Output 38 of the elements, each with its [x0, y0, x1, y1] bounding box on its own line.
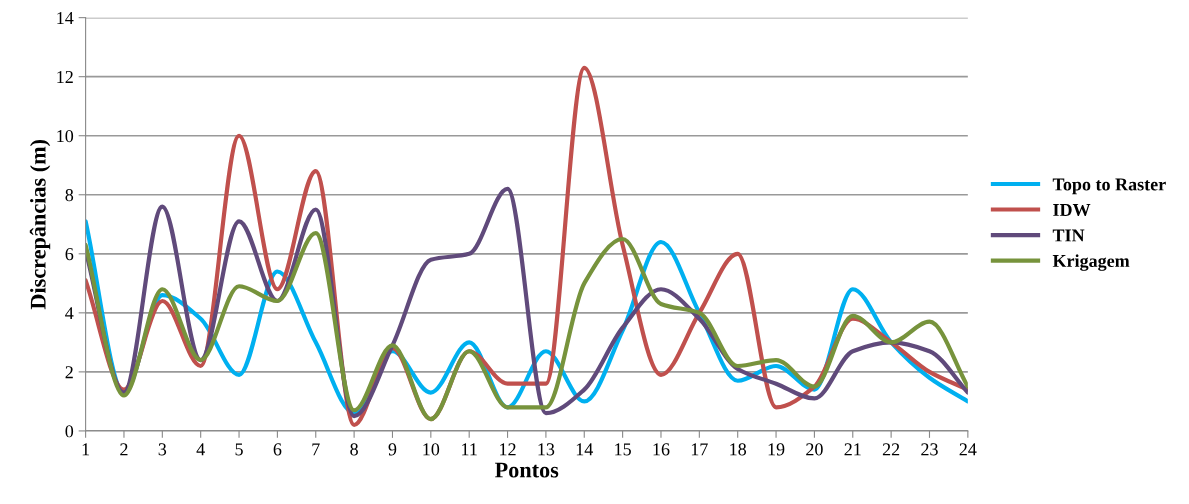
x-tick-label: 17	[691, 443, 708, 456]
x-tick-label: 5	[235, 443, 243, 456]
x-tick-label: 23	[921, 443, 938, 456]
x-tick-label: 2	[120, 443, 128, 456]
y-tick-label: 8	[65, 189, 74, 202]
x-tick-label: 19	[768, 443, 785, 456]
y-tick-label: 12	[57, 70, 73, 83]
x-tick-label: 21	[844, 443, 861, 456]
x-tick-label: 24	[959, 443, 977, 456]
legend-label: IDW	[1053, 204, 1091, 217]
x-tick-label: 8	[350, 443, 358, 456]
x-tick-label: 12	[500, 443, 516, 456]
x-tick-label: 11	[462, 443, 477, 456]
x-tick-label: 9	[388, 443, 397, 456]
legend-label: Krigagem	[1052, 254, 1130, 271]
x-tick-label: 4	[196, 443, 205, 456]
y-tick-label: 14	[57, 11, 74, 24]
x-tick-label: 13	[538, 443, 555, 456]
x-tick-label: 22	[882, 443, 900, 456]
x-tick-label: 3	[158, 443, 167, 456]
x-tick-label: 15	[615, 443, 631, 456]
x-tick-label: 14	[576, 443, 594, 456]
x-axis-title: Pontos	[495, 462, 559, 478]
legend-label: Topo to Raster	[1052, 178, 1166, 195]
x-tick-label: 6	[273, 443, 282, 456]
x-tick-label: 10	[423, 443, 440, 456]
legend-label: TIN	[1052, 229, 1085, 242]
y-tick-label: 4	[65, 307, 74, 320]
y-tick-label: 0	[65, 425, 74, 438]
y-tick-label: 10	[57, 129, 74, 143]
x-tick-label: 1	[82, 443, 90, 456]
x-tick-label: 16	[653, 443, 670, 456]
x-tick-label: 18	[730, 443, 747, 456]
y-tick-label: 2	[65, 366, 73, 379]
x-tick-label: 20	[806, 443, 823, 456]
y-axis-title: Discrepâncias (m)	[29, 139, 51, 310]
x-tick-label: 7	[312, 443, 320, 456]
y-tick-label: 6	[65, 248, 74, 261]
